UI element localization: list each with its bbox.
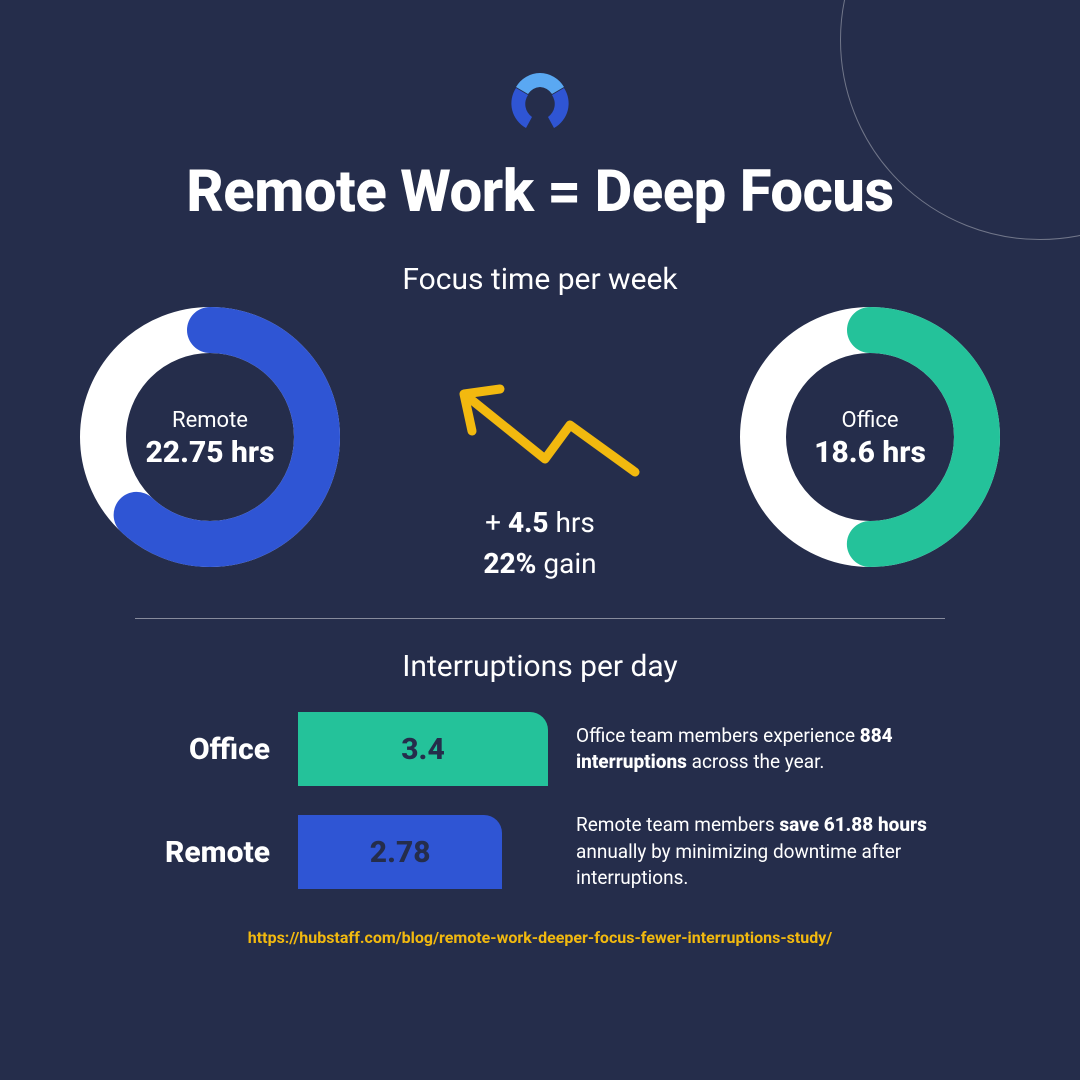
delta-line-2: 22% gain — [483, 544, 596, 585]
bar-row-label: Office — [90, 732, 270, 767]
donut-remote: Remote 22.75 hrs — [80, 307, 340, 571]
bar-caption: Remote team members save 61.88 hours ann… — [576, 812, 990, 892]
brand-logo-icon — [501, 70, 579, 140]
donut-remote-chart: Remote 22.75 hrs — [80, 307, 340, 571]
interruptions-bars: Office 3.4 Office team members experience … — [80, 712, 1000, 892]
bar-caption: Office team members experience 884 inter… — [576, 723, 990, 776]
donut-office-chart: Office 18.6 hrs — [740, 307, 1000, 571]
main-title: Remote Work = Deep Focus — [186, 158, 893, 226]
donut-office-value: 18.6 hrs — [814, 435, 926, 470]
bar-cell: 2.78 — [298, 815, 548, 889]
delta-line-1: + 4.5 hrs — [485, 503, 595, 544]
bar: 3.4 — [298, 712, 548, 786]
bar-row: Office 3.4 Office team members experience … — [90, 712, 990, 786]
donut-office: Office 18.6 hrs — [740, 307, 1000, 571]
zigzag-arrow-icon — [430, 377, 650, 497]
section-divider — [135, 618, 945, 619]
bar-row: Remote 2.78 Remote team members save 61.88… — [90, 812, 990, 892]
delta-column: + 4.5 hrs 22% gain — [340, 307, 740, 584]
focus-section-label: Focus time per week — [402, 262, 677, 297]
donut-remote-value: 22.75 hrs — [146, 435, 275, 470]
bar: 2.78 — [298, 815, 502, 889]
source-link[interactable]: https://hubstaff.com/blog/remote-work-de… — [248, 928, 832, 947]
infographic-canvas: Remote Work = Deep Focus Focus time per … — [0, 0, 1080, 1080]
bar-row-label: Remote — [90, 835, 270, 870]
interruptions-section-label: Interruptions per day — [402, 649, 677, 684]
donut-row: Remote 22.75 hrs + 4.5 hrs 22% gain — [80, 307, 1000, 584]
donut-office-label: Office — [841, 408, 898, 433]
bar-cell: 3.4 — [298, 712, 548, 786]
donut-remote-label: Remote — [172, 408, 248, 433]
